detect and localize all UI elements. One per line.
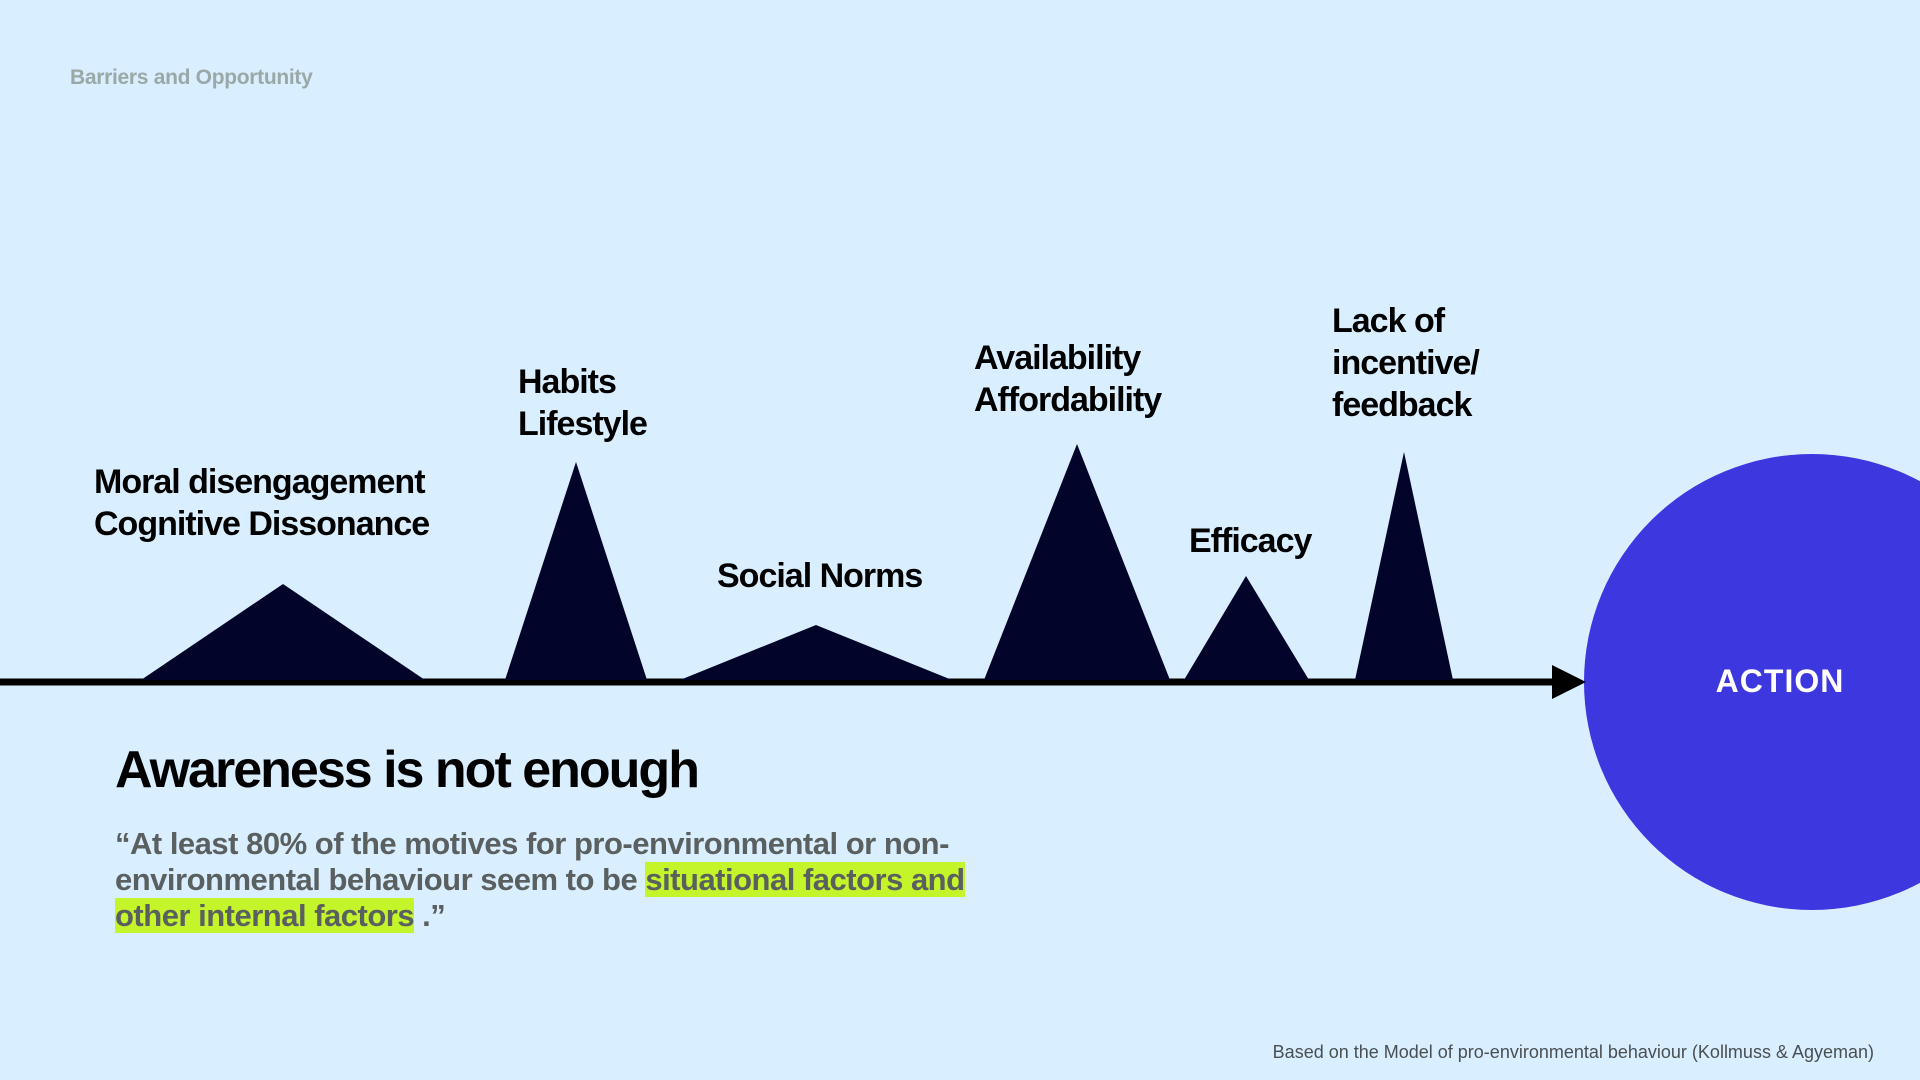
- barrier-label-incentive: Lack of incentive/ feedback: [1332, 300, 1480, 426]
- barrier-label-line: Social Norms: [717, 557, 923, 595]
- barrier-label-line: Cognitive Dissonance: [94, 505, 430, 543]
- barrier-label-line: feedback: [1332, 386, 1472, 424]
- barrier-peak-habits: [505, 462, 647, 680]
- barrier-label-availability: Availability Affordability: [974, 337, 1162, 421]
- barrier-peak-availability: [984, 444, 1170, 680]
- barrier-label-line: Availability: [974, 339, 1141, 377]
- quote-text-end: .”: [414, 898, 446, 933]
- barrier-label-moral: Moral disengagement Cognitive Dissonance: [94, 461, 430, 545]
- barrier-label-line: Habits: [518, 363, 617, 401]
- barrier-label-social: Social Norms: [717, 555, 923, 597]
- quote: “At least 80% of the motives for pro-env…: [115, 826, 995, 934]
- barrier-label-line: Lack of: [1332, 302, 1445, 340]
- barrier-label-line: Moral disengagement: [94, 463, 426, 501]
- barrier-label-line: incentive/: [1332, 344, 1480, 382]
- barrier-peak-efficacy: [1184, 576, 1309, 680]
- barrier-label-habits: Habits Lifestyle: [518, 361, 648, 445]
- barrier-label-line: Efficacy: [1189, 522, 1312, 560]
- slide-label: Barriers and Opportunity: [70, 66, 313, 89]
- barrier-peak-moral: [141, 584, 425, 680]
- barrier-peak-incentive: [1355, 452, 1453, 680]
- barrier-label-line: Affordability: [974, 381, 1162, 419]
- quote-text: “At least 80% of the motives for pro-env…: [115, 826, 949, 897]
- barrier-label-efficacy: Efficacy: [1189, 520, 1312, 562]
- axis-arrowhead: [1552, 665, 1586, 699]
- headline: Awareness is not enough: [115, 741, 700, 799]
- source-note: Based on the Model of pro-environmental …: [1272, 1042, 1874, 1062]
- action-label: ACTION: [1715, 663, 1845, 699]
- barrier-label-line: Lifestyle: [518, 405, 648, 443]
- action-circle: [1584, 454, 1920, 910]
- barrier-peak-social: [680, 625, 952, 680]
